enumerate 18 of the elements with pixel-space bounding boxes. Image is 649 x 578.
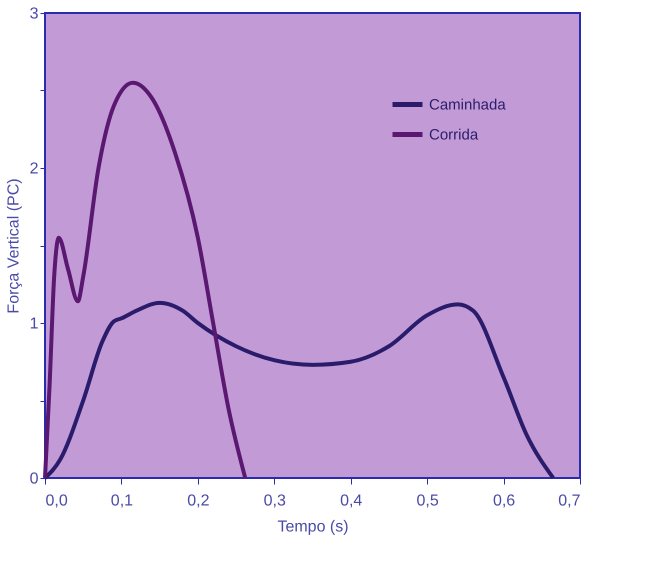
x-tick-label: 0,3 [264, 492, 286, 510]
y-tick-label: 2 [30, 160, 39, 178]
legend-label: Corrida [429, 126, 479, 144]
x-tick-label: 0,7 [558, 492, 581, 510]
x-tick-label: 0,2 [187, 492, 210, 510]
line-series [43, 80, 248, 480]
x-tick-label: 0,6 [492, 492, 516, 510]
y-tick-label: 1 [30, 316, 39, 332]
x-tick-label: 0,5 [416, 492, 439, 510]
line-series [43, 300, 556, 480]
y-tick-label: 3 [30, 6, 39, 22]
x-axis-title: Tempo (s) [277, 518, 349, 536]
x-tick-label: 0,4 [340, 492, 362, 510]
legend-label: Caminhada [429, 96, 506, 114]
x-tick-label: 0,1 [110, 492, 134, 510]
y-tick-label: 0 [30, 470, 39, 488]
y-axis-title: Força Vertical (PC) [6, 178, 23, 314]
x-tick-label: 0,0 [46, 492, 68, 510]
